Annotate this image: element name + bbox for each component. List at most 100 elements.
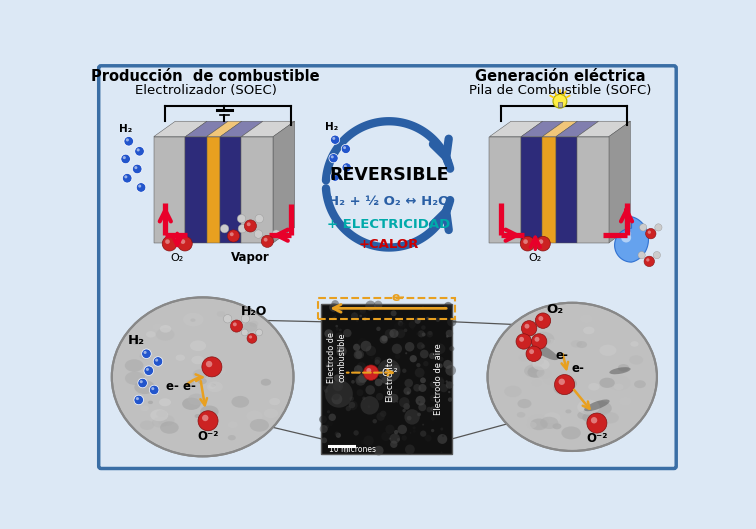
Ellipse shape: [228, 422, 237, 428]
Circle shape: [153, 357, 163, 366]
Circle shape: [121, 154, 131, 164]
Ellipse shape: [517, 399, 531, 408]
Circle shape: [395, 353, 401, 359]
Circle shape: [324, 357, 333, 366]
Circle shape: [330, 361, 339, 371]
Text: H₂: H₂: [128, 334, 145, 347]
Polygon shape: [241, 136, 273, 243]
Ellipse shape: [562, 426, 581, 440]
Ellipse shape: [207, 381, 223, 392]
Circle shape: [325, 378, 328, 381]
Circle shape: [440, 427, 443, 431]
Circle shape: [334, 315, 336, 317]
Ellipse shape: [191, 356, 204, 364]
Circle shape: [348, 400, 358, 411]
Ellipse shape: [631, 341, 639, 346]
Circle shape: [418, 403, 426, 411]
Circle shape: [394, 389, 398, 394]
Circle shape: [376, 393, 383, 400]
Circle shape: [646, 258, 649, 261]
Circle shape: [381, 335, 384, 338]
Ellipse shape: [186, 380, 194, 385]
Circle shape: [332, 317, 336, 320]
Circle shape: [559, 379, 565, 385]
Ellipse shape: [578, 323, 592, 333]
Circle shape: [422, 333, 426, 336]
Circle shape: [446, 330, 453, 337]
Circle shape: [398, 321, 403, 326]
Polygon shape: [556, 121, 599, 136]
Ellipse shape: [264, 409, 278, 418]
Circle shape: [394, 322, 403, 331]
Circle shape: [655, 224, 662, 231]
Circle shape: [228, 230, 240, 242]
Polygon shape: [206, 136, 220, 243]
Circle shape: [361, 440, 365, 444]
Circle shape: [233, 322, 237, 326]
Circle shape: [438, 378, 445, 385]
Ellipse shape: [125, 371, 145, 385]
Circle shape: [360, 308, 366, 314]
Text: O⁻²: O⁻²: [586, 432, 608, 444]
Ellipse shape: [532, 359, 550, 370]
Ellipse shape: [150, 409, 169, 421]
Text: O₂: O₂: [546, 303, 563, 316]
Ellipse shape: [550, 342, 564, 351]
Ellipse shape: [156, 410, 167, 417]
Circle shape: [373, 419, 377, 423]
Ellipse shape: [504, 386, 522, 397]
Circle shape: [399, 322, 406, 328]
Circle shape: [392, 364, 398, 371]
Circle shape: [417, 363, 420, 367]
Bar: [321, 304, 452, 454]
Circle shape: [405, 342, 414, 352]
Circle shape: [178, 236, 192, 251]
Ellipse shape: [614, 384, 624, 390]
Ellipse shape: [583, 326, 594, 334]
Circle shape: [435, 317, 440, 322]
Circle shape: [447, 317, 457, 326]
Circle shape: [421, 325, 426, 330]
Circle shape: [384, 371, 389, 377]
Circle shape: [365, 385, 375, 395]
Circle shape: [231, 320, 243, 332]
Circle shape: [329, 153, 338, 163]
Ellipse shape: [528, 367, 544, 378]
Circle shape: [442, 435, 445, 437]
Ellipse shape: [594, 418, 600, 422]
Polygon shape: [609, 121, 631, 243]
Circle shape: [446, 381, 454, 389]
Circle shape: [358, 338, 367, 347]
Text: Electrodo de aire: Electrodo de aire: [434, 343, 443, 415]
Text: H₂: H₂: [119, 124, 132, 134]
Ellipse shape: [153, 324, 163, 330]
Polygon shape: [489, 121, 543, 136]
Circle shape: [538, 316, 544, 321]
Circle shape: [202, 415, 209, 421]
Text: Electrodo de
combustible: Electrodo de combustible: [327, 332, 346, 382]
Ellipse shape: [584, 408, 592, 414]
Polygon shape: [542, 136, 556, 243]
Circle shape: [587, 413, 607, 433]
Circle shape: [392, 344, 402, 354]
Ellipse shape: [200, 406, 218, 418]
Circle shape: [331, 317, 335, 321]
Circle shape: [336, 306, 342, 313]
Circle shape: [449, 346, 454, 351]
Circle shape: [525, 324, 529, 329]
Ellipse shape: [223, 316, 231, 322]
Polygon shape: [556, 136, 577, 243]
Ellipse shape: [517, 412, 525, 418]
Circle shape: [163, 236, 177, 251]
Circle shape: [353, 430, 359, 435]
Circle shape: [264, 238, 268, 242]
Circle shape: [638, 251, 645, 259]
Circle shape: [438, 363, 442, 368]
Text: e-: e-: [572, 362, 584, 375]
Circle shape: [355, 375, 366, 386]
Circle shape: [523, 239, 528, 244]
Ellipse shape: [619, 397, 631, 405]
Ellipse shape: [183, 313, 203, 326]
Circle shape: [418, 401, 420, 403]
Circle shape: [373, 446, 383, 455]
